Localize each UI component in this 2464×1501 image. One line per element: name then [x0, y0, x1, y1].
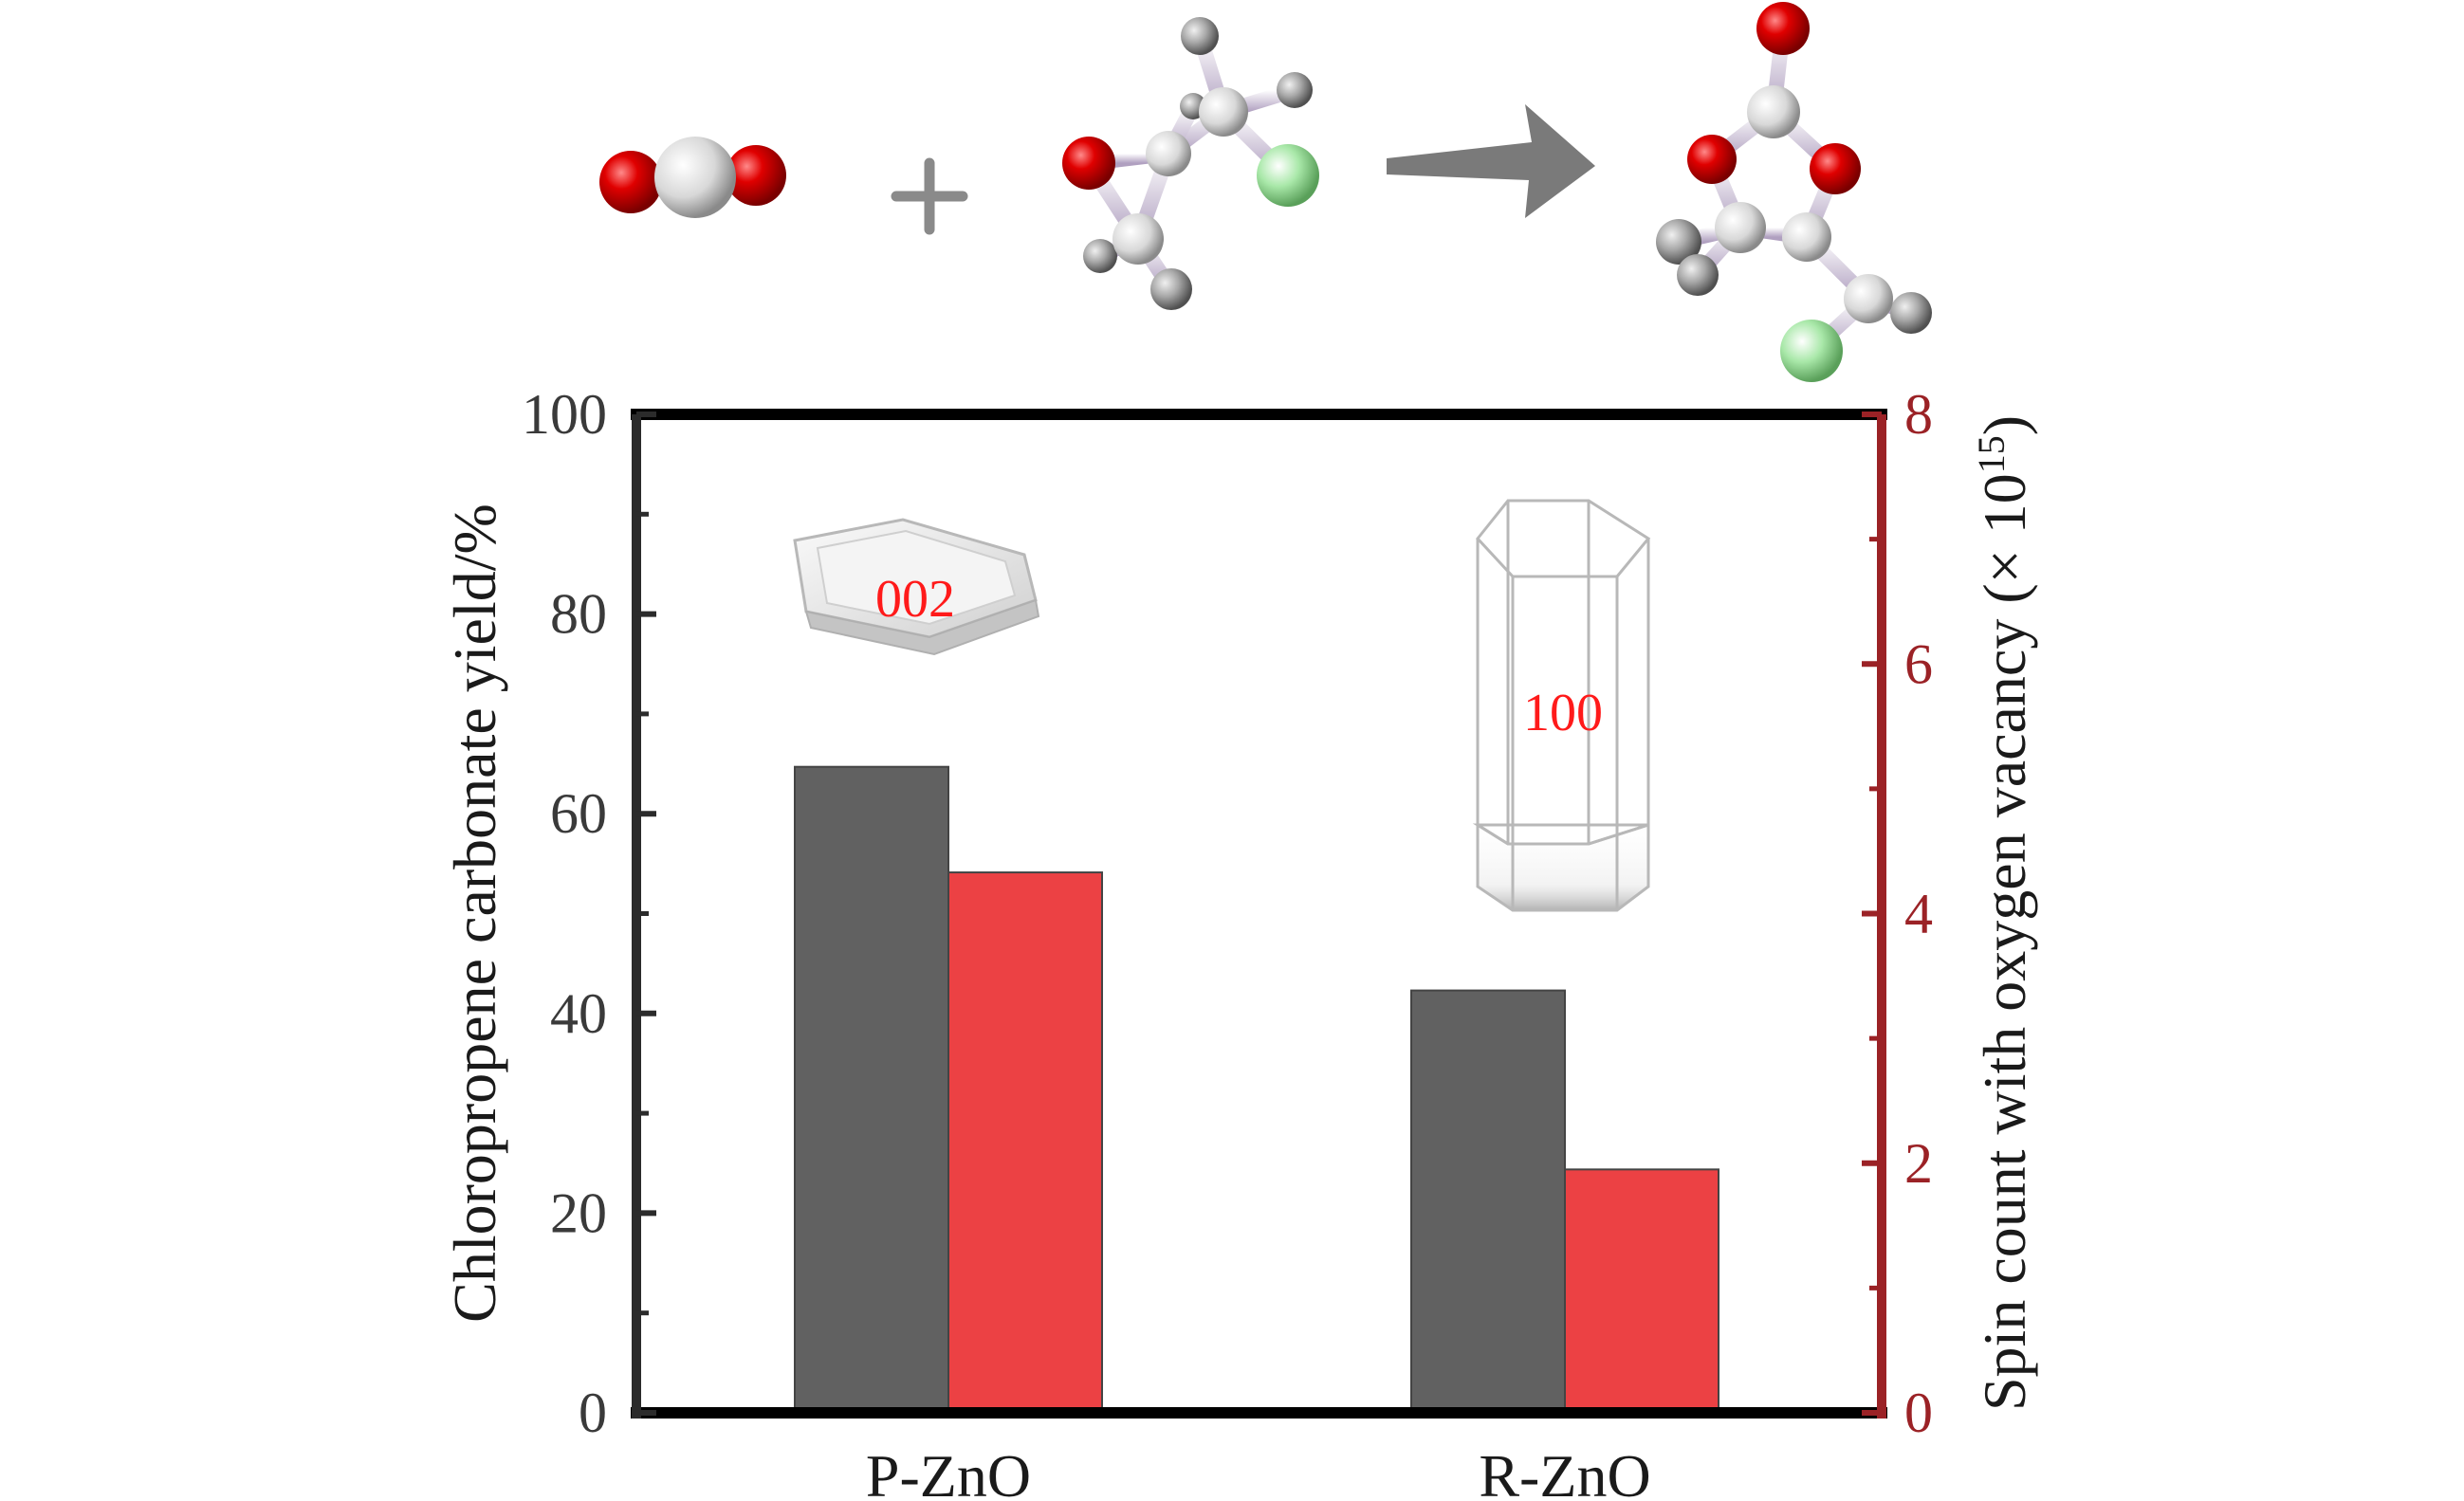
right-tick-label: 0 — [1904, 1382, 1933, 1444]
plus-icon — [891, 157, 968, 235]
cyclic-carbonate-molecule — [1656, 2, 1932, 382]
category-label: P-ZnO — [866, 1442, 1031, 1501]
right-y-axis-label-main: Spin count with oxygen vacancy (× 10 — [1971, 473, 2038, 1411]
facet-label-100: 100 — [1523, 684, 1603, 742]
co2-molecule — [599, 137, 786, 218]
left-tick-label: 40 — [550, 982, 607, 1045]
right-y-axis-label-exponent: 15 — [1970, 435, 2013, 473]
left-tick-label: 60 — [550, 782, 607, 845]
bar-r-zno-spin-count — [1564, 1168, 1719, 1415]
left-tick-label: 20 — [550, 1181, 607, 1244]
right-axis-ticks: 0 2 4 6 8 — [1862, 383, 1933, 1444]
right-tick-label: 8 — [1904, 383, 1933, 446]
right-tick-label: 2 — [1904, 1132, 1933, 1195]
bar-p-zno-yield — [794, 765, 949, 1414]
reaction-scheme — [599, 2, 1932, 382]
bar-r-zno-yield — [1410, 989, 1566, 1415]
epichlorohydrin-molecule — [1062, 17, 1319, 310]
right-tick-label: 6 — [1904, 632, 1933, 695]
left-tick-label: 80 — [550, 583, 607, 646]
left-tick-label: 0 — [579, 1382, 607, 1444]
bar-chart: 002 100 0 20 40 60 80 100 0 2 4 6 8 P-ZnO R-ZnO Ch… — [441, 383, 2038, 1501]
left-tick-label: 100 — [522, 383, 607, 446]
arrow-icon — [1387, 104, 1595, 218]
category-label: R-ZnO — [1479, 1442, 1650, 1501]
y-axis-label: Chloropropene carbonate yield/% — [441, 503, 508, 1323]
hexagonal-prism-illustration — [1472, 499, 1651, 912]
category-labels: P-ZnO R-ZnO — [866, 1442, 1651, 1501]
facet-label-002: 002 — [875, 570, 955, 629]
right-y-axis-label-end: ) — [1971, 415, 2038, 435]
bars-layer — [794, 765, 1719, 1415]
bar-p-zno-spin-count — [947, 871, 1103, 1414]
left-axis-ticks: 0 20 40 60 80 100 — [522, 383, 656, 1444]
right-tick-label: 4 — [1904, 883, 1933, 945]
hexagonal-plate-illustration — [793, 518, 1040, 656]
right-y-axis-label: Spin count with oxygen vacancy (× 1015) — [1970, 415, 2038, 1411]
